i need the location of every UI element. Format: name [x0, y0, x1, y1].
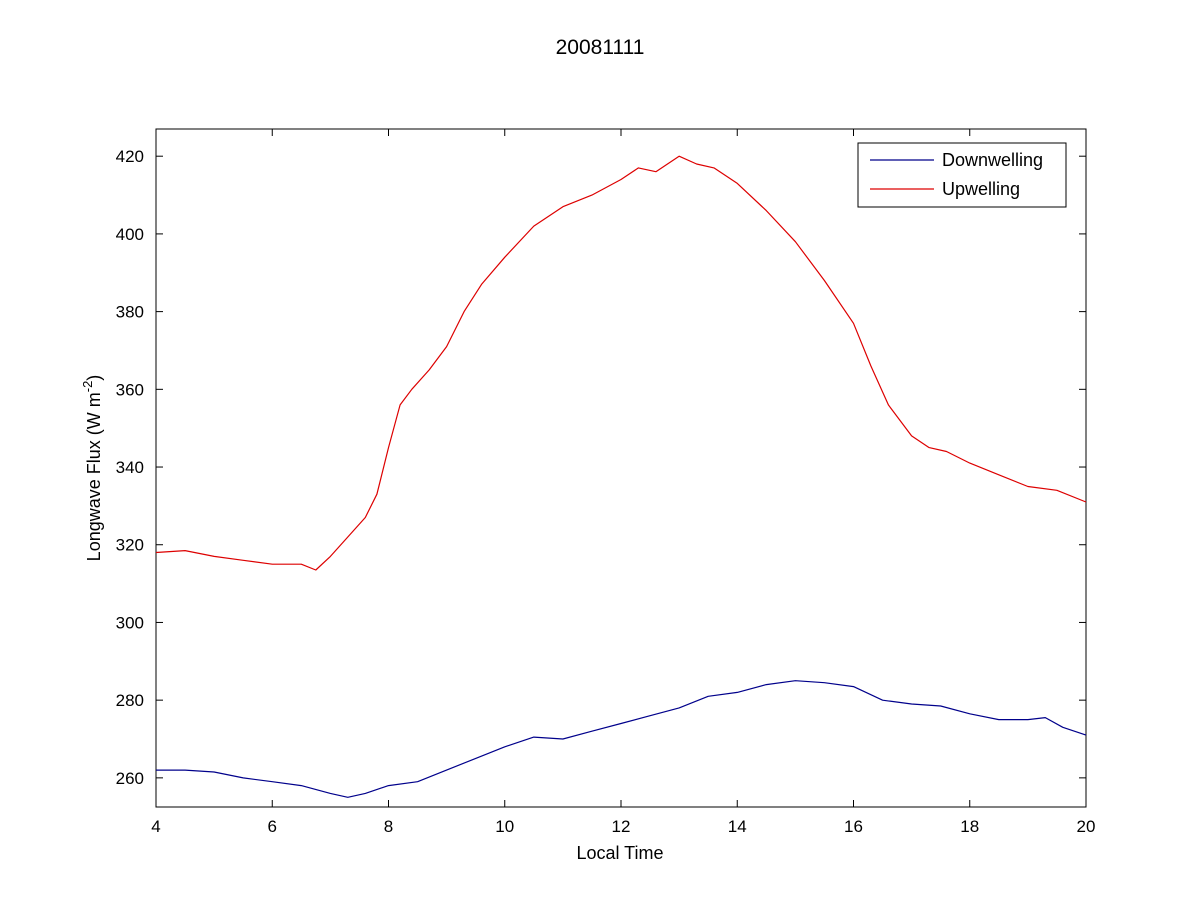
- series-line-downwelling: [156, 680, 1087, 798]
- y-axis-label-close: ): [84, 375, 104, 381]
- x-tick-label: 8: [384, 817, 393, 836]
- y-tick-label: 340: [116, 458, 144, 477]
- series-lines: [155, 155, 1087, 798]
- chart-title: 20081111: [556, 36, 645, 59]
- plot-area: [155, 128, 1087, 808]
- y-tick-label: 360: [116, 380, 144, 399]
- y-tick-label: 380: [116, 303, 144, 322]
- legend-label-downwelling: Downwelling: [942, 150, 1043, 170]
- x-tick-label: 16: [844, 817, 863, 836]
- y-tick-label: 280: [116, 691, 144, 710]
- y-tick-label: 300: [116, 613, 144, 632]
- y-axis-label-exponent: -2: [80, 381, 95, 393]
- series-line-upwelling: [155, 155, 1087, 571]
- x-tick-label: 14: [728, 817, 747, 836]
- x-tick-label: 6: [268, 817, 277, 836]
- x-axis-label: Local Time: [576, 843, 663, 863]
- y-axis-label: Longwave Flux (W m-2): [80, 375, 104, 562]
- legend-label-upwelling: Upwelling: [942, 179, 1020, 199]
- legend: Downwelling Upwelling: [857, 142, 1067, 208]
- y-tick-label: 320: [116, 536, 144, 555]
- x-tick-label: 20: [1077, 817, 1096, 836]
- y-tick-label: 260: [116, 769, 144, 788]
- x-tick-label: 10: [495, 817, 514, 836]
- y-tick-label: 400: [116, 225, 144, 244]
- x-tick-label: 4: [151, 817, 160, 836]
- y-tick-label: 420: [116, 147, 144, 166]
- x-tick-label: 12: [612, 817, 631, 836]
- y-axis-label-main: Longwave Flux (W m: [84, 392, 104, 561]
- axis-ticks: 4 6 8 10 12 14 16 18 20 260 280 300 320 340 360 380 400 4…: [116, 129, 1096, 836]
- legend-box: [857, 142, 1067, 208]
- x-tick-label: 18: [960, 817, 979, 836]
